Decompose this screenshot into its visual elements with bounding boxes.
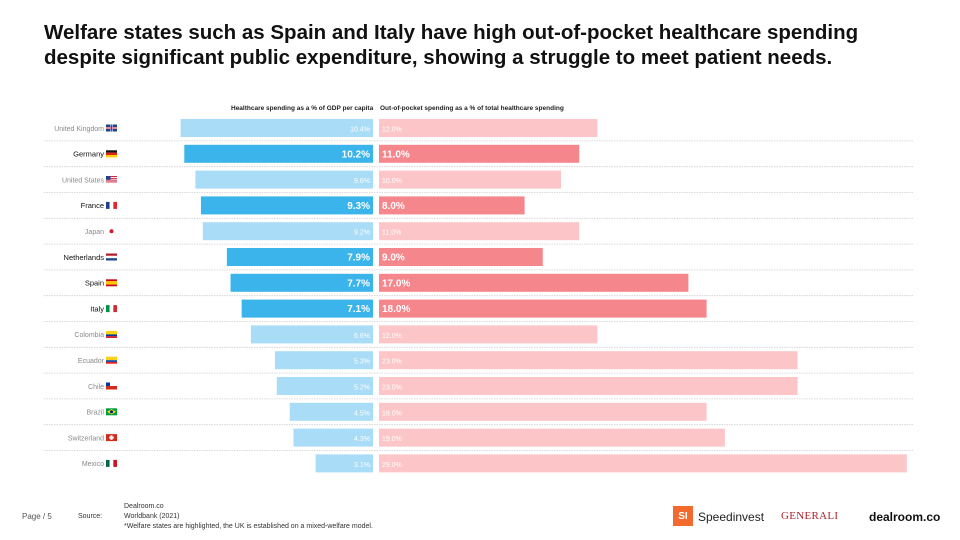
right-bar	[379, 144, 580, 163]
left-bar-value-label: 3.1%	[354, 462, 370, 469]
left-bar-value-label: 9.2%	[354, 230, 370, 237]
right-bar-value-label: 29.0%	[382, 462, 402, 469]
country-label: Japan	[85, 229, 104, 236]
left-bar-value-label: 5.3%	[354, 359, 370, 366]
country-label: Italy	[90, 304, 104, 313]
left-bar-value-label: 7.7%	[347, 278, 370, 289]
left-bar	[202, 222, 373, 241]
country-label: Netherlands	[64, 253, 105, 262]
page-label: Page / 5	[22, 512, 52, 521]
right-bar-value-label: 11.0%	[382, 149, 410, 160]
country-label: Switzerland	[68, 435, 104, 442]
left-bar-value-label: 5.2%	[354, 385, 370, 392]
right-bar	[379, 170, 561, 189]
right-bar-value-label: 23.0%	[382, 359, 402, 366]
left-bar	[184, 144, 373, 163]
right-bar	[379, 325, 598, 344]
source-dealroom: Dealroom.co	[124, 503, 164, 510]
speedinvest-logo-mark: SI	[673, 506, 693, 526]
speedinvest-logo: Speedinvest	[698, 510, 765, 524]
left-bar-value-label: 4.3%	[354, 436, 370, 443]
right-bar	[379, 351, 798, 370]
country-label: Spain	[85, 279, 104, 288]
left-bar	[226, 248, 373, 266]
country-label: France	[81, 201, 104, 210]
left-bar	[241, 299, 373, 318]
footnote: *Welfare states are highlighted, the UK …	[124, 523, 373, 530]
country-label: Brazil	[86, 410, 104, 417]
right-bar	[379, 222, 580, 241]
right-bar	[379, 248, 543, 266]
generali-logo: GENERALI	[781, 510, 839, 522]
country-label: Mexico	[82, 461, 104, 468]
right-series-header: Out-of-pocket spending as a % of total h…	[380, 105, 564, 112]
right-bar-value-label: 12.0%	[382, 127, 402, 134]
left-bar	[276, 377, 373, 395]
flag-icon-co	[106, 330, 117, 338]
left-series-header: Healthcare spending as a % of GDP per ca…	[231, 105, 374, 112]
left-bar-value-label: 7.1%	[347, 304, 370, 315]
country-label: Ecuador	[78, 358, 105, 365]
left-bar	[195, 170, 373, 189]
left-bar	[274, 351, 373, 370]
flag-icon-ch	[106, 434, 117, 442]
right-bar	[379, 402, 707, 421]
left-bar-value-label: 7.9%	[347, 253, 370, 264]
flag-icon-nl	[106, 253, 117, 261]
left-bar-value-label: 9.6%	[354, 178, 370, 185]
left-bar-value-label: 9.3%	[347, 201, 370, 212]
right-bar	[379, 428, 725, 447]
flag-icon-ec	[106, 356, 117, 364]
flag-icon-cl	[106, 382, 117, 390]
left-bar-value-label: 10.4%	[350, 127, 370, 134]
right-bar	[379, 454, 907, 473]
left-bar-value-label: 4.5%	[354, 410, 370, 417]
right-bar	[379, 299, 707, 318]
right-bar-value-label: 18.0%	[382, 410, 402, 417]
country-label: Chile	[88, 384, 104, 391]
chart-title: Welfare states such as Spain and Italy h…	[44, 21, 859, 69]
right-bar	[379, 377, 798, 395]
flag-icon-it	[106, 305, 117, 313]
right-bar-value-label: 18.0%	[382, 304, 410, 315]
right-bar-value-label: 8.0%	[382, 201, 405, 212]
right-bar	[379, 273, 689, 292]
flag-icon-jp	[106, 227, 117, 235]
right-bar-value-label: 19.0%	[382, 436, 402, 443]
left-bar-value-label: 6.6%	[354, 333, 370, 340]
flag-icon-fr	[106, 201, 117, 209]
country-label: Germany	[73, 150, 104, 159]
flag-icon-gb	[106, 124, 117, 132]
right-bar-value-label: 9.0%	[382, 253, 405, 264]
country-label: Colombia	[74, 332, 104, 339]
left-bar	[200, 196, 373, 215]
country-label: United States	[62, 177, 105, 184]
right-bar-value-label: 23.0%	[382, 385, 402, 392]
right-bar-value-label: 17.0%	[382, 278, 410, 289]
right-bar	[379, 119, 598, 137]
left-bar	[289, 402, 373, 421]
dealroom-logo: dealroom.co	[869, 510, 941, 524]
country-label: United Kingdom	[54, 126, 104, 133]
flag-icon-us	[106, 176, 117, 184]
left-bar	[250, 325, 373, 344]
flag-icon-br	[106, 408, 117, 416]
left-bar	[230, 273, 373, 292]
left-bar	[180, 119, 373, 137]
flag-icon-de	[106, 150, 117, 158]
right-bar-value-label: 11.0%	[382, 230, 401, 237]
right-bar-value-label: 10.0%	[382, 178, 402, 185]
right-bar-value-label: 12.0%	[382, 333, 402, 340]
right-bar	[379, 196, 525, 215]
flag-icon-mx	[106, 459, 117, 467]
left-bar-value-label: 10.2%	[342, 149, 370, 160]
flag-icon-es	[106, 279, 117, 287]
left-bar	[293, 428, 373, 447]
sources-label: Source:	[78, 513, 103, 520]
source-worldbank: Worldbank (2021)	[124, 513, 180, 520]
left-bar	[315, 454, 373, 473]
